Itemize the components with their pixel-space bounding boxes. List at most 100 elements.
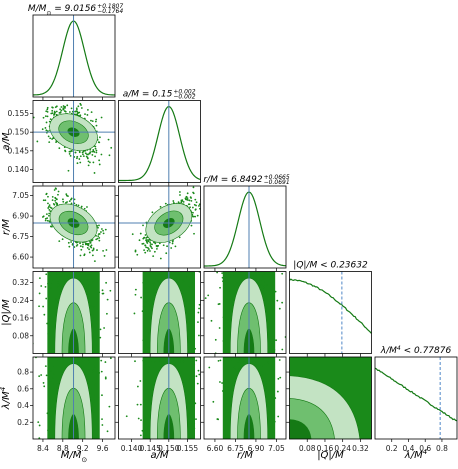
- sample-point: [273, 420, 276, 423]
- sample-point: [204, 297, 207, 300]
- sample-point: [149, 292, 152, 295]
- sample-point: [44, 219, 47, 222]
- sample-point: [109, 289, 112, 292]
- sample-point: [153, 287, 155, 290]
- sample-point: [136, 253, 139, 256]
- x-tick-label: 0.140: [121, 444, 143, 453]
- sample-point: [269, 299, 272, 302]
- sample-point: [235, 271, 238, 274]
- sample-point: [221, 382, 223, 384]
- sample-point: [85, 282, 88, 284]
- sample-point: [194, 198, 197, 201]
- sample-point: [51, 225, 53, 228]
- sample-point: [58, 147, 61, 150]
- sample-point: [223, 412, 226, 415]
- sample-point: [98, 371, 101, 374]
- sample-point: [91, 370, 94, 373]
- sample-point: [272, 384, 275, 387]
- sample-point: [48, 209, 51, 211]
- sample-point: [194, 215, 197, 218]
- sample-point: [166, 274, 169, 277]
- sample-point: [275, 339, 277, 342]
- sample-point: [73, 198, 76, 201]
- sample-point: [49, 380, 52, 382]
- sample-point: [76, 157, 78, 160]
- sample-point: [144, 234, 147, 236]
- sample-point: [221, 390, 224, 392]
- sample-point: [92, 161, 95, 164]
- sample-point: [240, 279, 243, 282]
- sample-point: [65, 194, 68, 197]
- sample-point: [45, 129, 48, 132]
- sample-point: [101, 424, 104, 426]
- diag-title-upper-err: +0.0665: [264, 174, 290, 181]
- sample-point: [90, 119, 92, 122]
- diag-title-Q: |Q|/M < 0.23632: [293, 261, 368, 271]
- sample-point: [240, 361, 243, 364]
- sample-point: [105, 281, 108, 284]
- sample-point: [187, 358, 190, 360]
- sample-point: [61, 238, 64, 241]
- sample-point: [149, 360, 152, 363]
- sample-point: [62, 198, 64, 201]
- sample-point: [56, 295, 58, 298]
- panel-bg: [118, 100, 201, 183]
- x-tick-label: 9.6: [97, 444, 109, 453]
- sample-point: [191, 273, 193, 276]
- panel-frame: [118, 356, 201, 440]
- sample-point: [44, 217, 47, 220]
- sample-point: [125, 415, 128, 418]
- sample-point: [89, 161, 91, 164]
- sample-point: [89, 286, 92, 289]
- sample-point: [143, 236, 146, 239]
- sample-point: [89, 241, 92, 244]
- sample-point: [264, 271, 267, 274]
- sample-point: [180, 199, 183, 202]
- sample-point: [86, 289, 89, 292]
- contour-level-3: [289, 419, 312, 439]
- sample-point: [188, 395, 191, 397]
- sample-point: [225, 318, 228, 320]
- y-tick-label: 0.2: [17, 418, 29, 427]
- sample-point: [189, 275, 191, 278]
- sample-point: [54, 296, 56, 299]
- sample-point: [171, 242, 174, 245]
- histogram-curve: [204, 191, 286, 267]
- sample-point: [192, 281, 195, 284]
- sample-point: [98, 163, 101, 166]
- sample-point: [151, 384, 154, 387]
- sample-point: [146, 236, 148, 239]
- sample-point: [45, 297, 48, 300]
- sample-point: [151, 292, 154, 295]
- sample-point: [222, 340, 225, 342]
- sample-point: [83, 254, 86, 257]
- sample-point: [58, 279, 61, 282]
- diag-panel-a: [118, 100, 201, 183]
- sample-point: [79, 114, 82, 117]
- diag-title-a: a/M = 0.15: [123, 90, 173, 100]
- sample-point: [147, 248, 150, 250]
- sample-point: [43, 385, 46, 388]
- sample-point: [153, 250, 156, 253]
- sample-point: [88, 248, 90, 251]
- panel-frame: [203, 356, 287, 440]
- sample-point: [186, 276, 188, 279]
- sample-point: [77, 204, 80, 207]
- sample-point: [249, 274, 252, 277]
- sample-point: [189, 374, 192, 377]
- sample-point: [97, 233, 100, 236]
- sample-point: [218, 327, 221, 329]
- sample-point: [89, 151, 92, 154]
- sample-point: [208, 366, 211, 369]
- sample-point: [46, 106, 49, 109]
- sample-point: [234, 377, 237, 380]
- sample-point: [187, 289, 190, 292]
- sample-point: [82, 153, 84, 156]
- y-tick-label: 6.75: [12, 232, 29, 241]
- sample-point: [224, 388, 227, 391]
- sample-point: [83, 207, 86, 210]
- sample-point: [45, 374, 48, 377]
- sample-point: [74, 110, 77, 113]
- sample-point: [272, 387, 274, 390]
